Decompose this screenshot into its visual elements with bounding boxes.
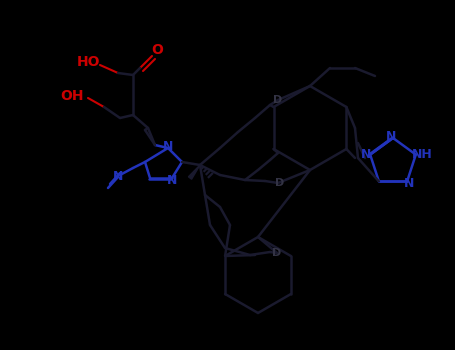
Text: D: D xyxy=(273,248,282,258)
Text: D: D xyxy=(275,178,285,188)
Text: N: N xyxy=(361,148,371,161)
Text: HO: HO xyxy=(76,55,100,69)
Text: N: N xyxy=(163,140,173,153)
Text: N: N xyxy=(404,177,415,190)
Text: NH: NH xyxy=(411,148,432,161)
Text: D: D xyxy=(273,95,283,105)
Text: N: N xyxy=(386,130,396,142)
Text: N: N xyxy=(113,170,123,183)
Polygon shape xyxy=(188,165,200,179)
Text: OH: OH xyxy=(60,89,84,103)
Text: O: O xyxy=(151,43,163,57)
Text: N: N xyxy=(167,174,177,187)
